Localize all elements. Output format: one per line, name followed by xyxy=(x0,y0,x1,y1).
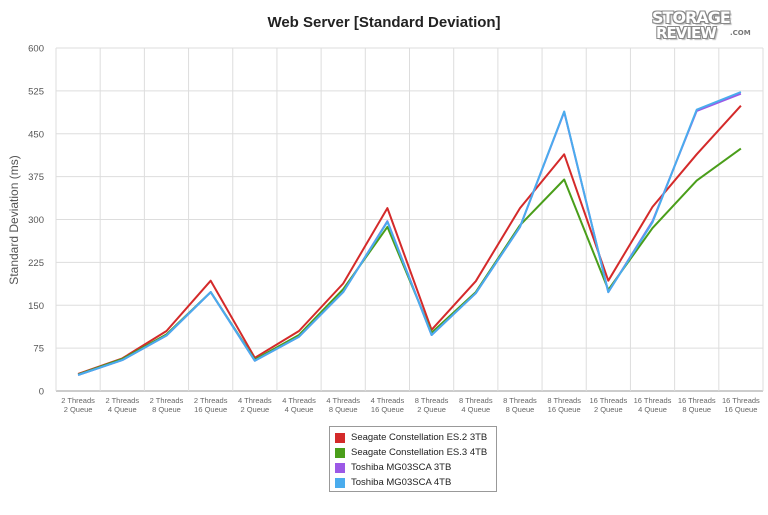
legend-item: Seagate Constellation ES.2 3TB xyxy=(335,430,491,445)
y-tick-label: 375 xyxy=(28,172,44,183)
x-axis-ticks: 2 Threads 2 Queue 2 Threads 4 Queue 2 Thread… xyxy=(61,396,760,414)
x-tick-label: 4 Threads 2 Queue xyxy=(238,396,272,414)
chart-title: Web Server [Standard Deviation] xyxy=(267,14,501,31)
series-line xyxy=(77,105,742,375)
y-axis-ticks: 0 75 150 225 300 375 450 525 600 xyxy=(28,44,44,398)
legend-label: Seagate Constellation ES.3 4TB xyxy=(351,447,488,458)
y-tick-label: 600 xyxy=(28,44,44,55)
y-tick-label: 0 xyxy=(39,387,44,398)
legend-swatch xyxy=(335,447,345,458)
logo-text-line2: REVIEW xyxy=(656,24,717,42)
x-tick-label: 16 Threads 2 Queue xyxy=(589,396,627,414)
y-axis-label: Standard Deviation (ms) xyxy=(7,155,21,284)
x-tick-label: 16 Threads 16 Queue xyxy=(722,396,760,414)
legend-swatch xyxy=(335,432,345,443)
legend-label: Toshiba MG03SCA 4TB xyxy=(351,477,452,488)
x-tick-label: 16 Threads 8 Queue xyxy=(678,396,716,414)
logo-text-suffix: .COM xyxy=(730,29,751,37)
legend-swatch xyxy=(335,477,345,488)
legend-label: Seagate Constellation ES.2 3TB xyxy=(351,432,488,443)
y-tick-label: 75 xyxy=(33,344,44,355)
series-line xyxy=(77,91,742,376)
y-tick-label: 225 xyxy=(28,258,44,269)
chart-legend: Seagate Constellation ES.2 3TB Seagate C… xyxy=(329,426,497,492)
x-tick-label: 2 Threads 4 Queue xyxy=(105,396,139,414)
logo-text-line1: STORAGE xyxy=(652,8,731,27)
x-tick-label: 8 Threads 8 Queue xyxy=(503,396,537,414)
series-lines xyxy=(77,91,742,376)
x-tick-label: 4 Threads 4 Queue xyxy=(282,396,316,414)
y-tick-label: 150 xyxy=(28,301,44,312)
y-tick-label: 300 xyxy=(28,215,44,226)
x-tick-label: 2 Threads 2 Queue xyxy=(61,396,95,414)
x-tick-label: 2 Threads 16 Queue xyxy=(194,396,228,414)
grid-lines xyxy=(55,47,764,392)
x-tick-label: 16 Threads 4 Queue xyxy=(634,396,672,414)
legend-label: Toshiba MG03SCA 3TB xyxy=(351,462,452,473)
x-tick-label: 2 Threads 8 Queue xyxy=(150,396,184,414)
x-tick-label: 4 Threads 16 Queue xyxy=(371,396,405,414)
y-tick-label: 525 xyxy=(28,86,44,97)
x-tick-label: 8 Threads 4 Queue xyxy=(459,396,493,414)
y-tick-label: 450 xyxy=(28,129,44,140)
storagereview-logo: STORAGE REVIEW .COM xyxy=(626,8,756,48)
legend-item: Toshiba MG03SCA 4TB xyxy=(335,475,491,490)
x-tick-label: 8 Threads 2 Queue xyxy=(415,396,449,414)
legend-item: Toshiba MG03SCA 3TB xyxy=(335,460,491,475)
legend-item: Seagate Constellation ES.3 4TB xyxy=(335,445,491,460)
legend-swatch xyxy=(335,462,345,473)
x-tick-label: 4 Threads 8 Queue xyxy=(326,396,360,414)
x-tick-label: 8 Threads 16 Queue xyxy=(547,396,581,414)
